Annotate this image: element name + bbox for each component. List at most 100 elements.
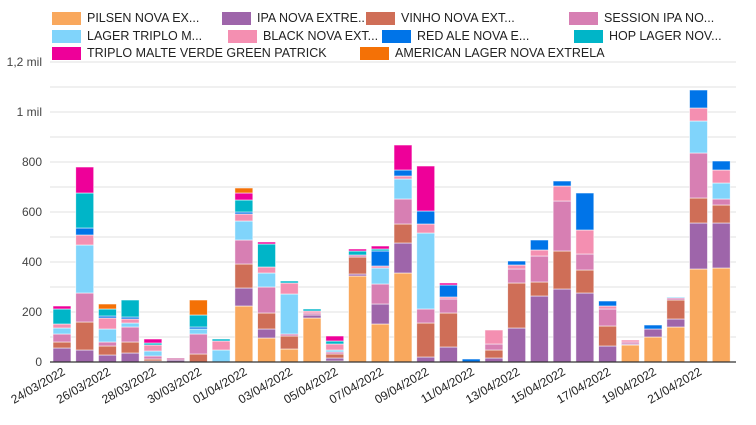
- bar-segment[interactable]: [257, 272, 276, 288]
- bar-segment[interactable]: [325, 353, 345, 359]
- bar-segment[interactable]: [575, 292, 595, 363]
- bar-segment[interactable]: [257, 312, 276, 330]
- bar-segment[interactable]: [75, 349, 95, 363]
- bar-segment[interactable]: [188, 333, 208, 355]
- bar-segment[interactable]: [143, 338, 163, 344]
- bar-segment[interactable]: [257, 243, 276, 268]
- bar-segment[interactable]: [234, 305, 254, 363]
- bar-segment[interactable]: [689, 89, 708, 109]
- bar-segment[interactable]: [52, 323, 72, 329]
- bar-segment[interactable]: [711, 198, 731, 206]
- bar-segment[interactable]: [484, 343, 504, 351]
- bar-segment[interactable]: [188, 314, 208, 328]
- bar-segment[interactable]: [530, 295, 549, 363]
- bar-segment[interactable]: [75, 244, 95, 294]
- bar-segment[interactable]: [711, 267, 731, 363]
- bar-segment[interactable]: [416, 322, 436, 358]
- bar-segment[interactable]: [393, 223, 413, 244]
- bar-segment[interactable]: [643, 328, 663, 338]
- bar-segment[interactable]: [370, 323, 390, 363]
- bar-segment[interactable]: [52, 308, 72, 325]
- bar-segment[interactable]: [52, 305, 72, 310]
- bar-segment[interactable]: [75, 227, 95, 236]
- bar-segment[interactable]: [620, 344, 640, 363]
- bar-segment[interactable]: [52, 333, 72, 343]
- bar-segment[interactable]: [348, 275, 367, 363]
- bar-segment[interactable]: [393, 175, 413, 180]
- bar-segment[interactable]: [98, 341, 117, 347]
- bar-segment[interactable]: [711, 182, 731, 200]
- legend-item[interactable]: PILSEN NOVA EX...: [52, 11, 199, 25]
- bar-segment[interactable]: [598, 300, 617, 307]
- bar-segment[interactable]: [507, 327, 527, 363]
- bar-segment[interactable]: [143, 344, 163, 352]
- bar-segment[interactable]: [643, 324, 663, 330]
- bar-segment[interactable]: [689, 268, 708, 363]
- bar-segment[interactable]: [507, 260, 527, 266]
- bar-segment[interactable]: [302, 308, 322, 312]
- bar-segment[interactable]: [234, 287, 254, 307]
- bar-segment[interactable]: [325, 357, 345, 362]
- bar-segment[interactable]: [52, 327, 72, 335]
- bar-segment[interactable]: [234, 192, 254, 201]
- bar-segment[interactable]: [552, 200, 572, 252]
- bar-segment[interactable]: [98, 303, 117, 310]
- bar-segment[interactable]: [257, 328, 276, 339]
- bar-segment[interactable]: [98, 317, 117, 330]
- bar-segment[interactable]: [575, 229, 595, 255]
- bar-segment[interactable]: [257, 241, 276, 245]
- bar-segment[interactable]: [416, 308, 436, 324]
- bar-segment[interactable]: [484, 329, 504, 345]
- bar-segment[interactable]: [666, 296, 686, 299]
- bar-segment[interactable]: [393, 178, 413, 200]
- bar-segment[interactable]: [211, 340, 231, 351]
- bar-segment[interactable]: [370, 283, 390, 305]
- bar-segment[interactable]: [325, 335, 345, 342]
- bar-segment[interactable]: [689, 107, 708, 122]
- bar-segment[interactable]: [348, 250, 367, 256]
- bar-segment[interactable]: [120, 299, 140, 318]
- bar-segment[interactable]: [416, 223, 436, 234]
- bar-segment[interactable]: [530, 255, 549, 283]
- bar-segment[interactable]: [98, 354, 117, 363]
- bar-segment[interactable]: [75, 234, 95, 246]
- bar-segment[interactable]: [689, 120, 708, 154]
- bar-segment[interactable]: [234, 213, 254, 222]
- legend-item[interactable]: BLACK NOVA EXT...: [228, 29, 378, 43]
- legend-item[interactable]: AMERICAN LAGER NOVA EXTRELA: [360, 46, 605, 60]
- bar-segment[interactable]: [552, 185, 572, 202]
- bar-segment[interactable]: [166, 357, 186, 361]
- bar-segment[interactable]: [143, 355, 163, 360]
- bar-segment[interactable]: [234, 187, 254, 194]
- bar-segment[interactable]: [575, 269, 595, 294]
- bar-segment[interactable]: [439, 284, 458, 298]
- bar-segment[interactable]: [98, 345, 117, 356]
- bar-segment[interactable]: [257, 286, 276, 314]
- legend-item[interactable]: LAGER TRIPLO M...: [52, 29, 202, 43]
- bar-segment[interactable]: [416, 232, 436, 310]
- bar-segment[interactable]: [507, 282, 527, 329]
- bar-segment[interactable]: [370, 245, 390, 250]
- bar-segment[interactable]: [234, 263, 254, 289]
- bar-segment[interactable]: [689, 152, 708, 199]
- bar-segment[interactable]: [598, 345, 617, 363]
- legend-item[interactable]: SESSION IPA NO...: [569, 11, 714, 25]
- bar-segment[interactable]: [689, 197, 708, 224]
- bar-segment[interactable]: [530, 239, 549, 251]
- bar-segment[interactable]: [507, 268, 527, 284]
- bar-segment[interactable]: [439, 298, 458, 314]
- bar-segment[interactable]: [325, 340, 345, 345]
- bar-segment[interactable]: [507, 264, 527, 270]
- bar-segment[interactable]: [75, 292, 95, 323]
- bar-segment[interactable]: [188, 353, 208, 363]
- bar-segment[interactable]: [325, 343, 345, 351]
- bar-segment[interactable]: [188, 328, 208, 335]
- bar-segment[interactable]: [393, 198, 413, 225]
- bar-segment[interactable]: [370, 267, 390, 285]
- bar-segment[interactable]: [211, 349, 231, 363]
- bar-segment[interactable]: [348, 248, 367, 252]
- bar-segment[interactable]: [552, 288, 572, 363]
- bar-segment[interactable]: [279, 280, 299, 284]
- bar-segment[interactable]: [552, 180, 572, 187]
- bar-segment[interactable]: [75, 192, 95, 229]
